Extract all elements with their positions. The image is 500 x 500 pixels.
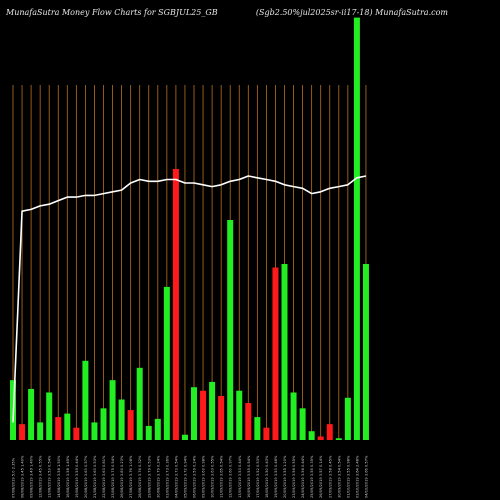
date-label: 07/08/2019 5.0 2.35% bbox=[12, 457, 16, 498]
date-label: 05/09/2019 3.72 0.94% bbox=[183, 455, 187, 498]
date-label: 12/08/2019 3.45 0.55% bbox=[39, 455, 43, 498]
money-flow-bar bbox=[136, 367, 143, 440]
date-label: 10/09/2019 3.63 0.55% bbox=[211, 455, 215, 498]
date-label: 28/08/2019 3.74 0.32% bbox=[138, 455, 142, 498]
date-label: 06/09/2019 3.59 0.24% bbox=[193, 455, 197, 498]
chart-title: MunafaSutra Money Flow Charts for SGBJUL… bbox=[6, 8, 218, 17]
date-label: 30/09/2019 3.54 0.54% bbox=[337, 455, 341, 498]
money-flow-bar bbox=[100, 408, 107, 440]
money-flow-bar bbox=[299, 408, 306, 440]
money-flow-bar bbox=[28, 388, 35, 440]
money-flow-bar bbox=[227, 220, 234, 440]
money-flow-bar bbox=[362, 264, 369, 440]
money-flow-bar bbox=[91, 422, 98, 440]
money-flow-bar bbox=[245, 403, 252, 440]
money-flow-bar bbox=[272, 267, 279, 440]
date-label: 19/08/2019 3.59 0.44% bbox=[75, 455, 79, 498]
date-label: 26/08/2019 3.80 0.23% bbox=[120, 455, 124, 498]
date-label: 13/09/2019 3.53 0.44% bbox=[238, 455, 242, 498]
money-flow-bar bbox=[73, 427, 80, 440]
date-label: 12/09/2019 3.60 0.97% bbox=[229, 455, 233, 498]
date-label: 25/09/2019 3.55 0.35% bbox=[310, 455, 314, 498]
money-flow-bar bbox=[118, 399, 125, 440]
money-flow-bar bbox=[46, 392, 53, 440]
date-label: 01/10/2019 3.55 0.98% bbox=[346, 455, 350, 498]
date-label: 27/09/2019 3.58 0.45% bbox=[328, 455, 332, 498]
vertical-grid bbox=[12, 85, 367, 440]
money-flow-bar bbox=[353, 17, 360, 440]
money-flow-bar bbox=[254, 417, 261, 440]
date-labels: 07/08/2019 5.0 2.35% 08/08/2019 3.45 1.40… bbox=[12, 455, 369, 498]
money-flow-bar bbox=[127, 410, 134, 440]
money-flow-bar bbox=[109, 380, 116, 440]
money-flow-bar bbox=[64, 413, 71, 440]
date-label: 08/08/2019 3.45 1.40% bbox=[21, 455, 25, 498]
money-flow-bar bbox=[163, 286, 170, 440]
date-label: 26/09/2019 3.57 0.14% bbox=[319, 455, 323, 498]
date-label: 22/08/2019 3.63 0.81% bbox=[102, 455, 106, 498]
date-label: 24/09/2019 3.56 0.44% bbox=[301, 455, 305, 498]
money-flow-bar bbox=[154, 418, 161, 440]
date-label: 27/08/2019 3.76 1.08% bbox=[129, 455, 133, 498]
money-flow-bar bbox=[290, 392, 297, 440]
date-label: 30/08/2019 3.79 0.24% bbox=[156, 455, 160, 498]
date-label: 20/08/2019 3.63 0.57% bbox=[84, 455, 88, 498]
money-flow-bar bbox=[145, 425, 152, 440]
money-flow-bar bbox=[308, 431, 315, 440]
chart-subtitle: (Sgb2.50%jul2025sr-ii17-18) MunafaSutra.… bbox=[255, 8, 448, 17]
date-label: 14/08/2019 3.58 1.50% bbox=[57, 455, 61, 498]
money-flow-bar bbox=[326, 424, 333, 440]
money-flow-bar bbox=[335, 438, 342, 440]
money-flow-bar bbox=[236, 390, 243, 440]
date-label: 04/10/2019 3.66 0.57% bbox=[364, 455, 368, 498]
date-label: 09/09/2019 3.60 0.98% bbox=[202, 455, 206, 498]
money-flow-bar bbox=[181, 434, 188, 440]
money-flow-bar bbox=[191, 387, 197, 440]
date-label: 04/09/2019 3.73 0.54% bbox=[174, 455, 178, 498]
money-flow-bar bbox=[19, 424, 26, 440]
date-label: 03/09/2019 3.73 0.36% bbox=[165, 455, 169, 498]
price-line bbox=[12, 175, 367, 423]
money-flow-bar bbox=[281, 264, 288, 440]
date-label: 16/09/2019 3.55 0.54% bbox=[247, 455, 251, 498]
date-label: 11/09/2019 3.65 0.54% bbox=[220, 455, 224, 498]
date-label: 23/09/2019 3.56 0.55% bbox=[292, 455, 296, 498]
date-label: 17/09/2019 3.52 0.53% bbox=[256, 455, 260, 498]
price-line-layer bbox=[12, 175, 367, 423]
date-label: 16/08/2019 3.58 1.45% bbox=[66, 455, 70, 498]
date-label: 20/09/2019 3.55 1.20% bbox=[283, 455, 287, 498]
money-flow-bar bbox=[55, 417, 62, 440]
money-flow-bar bbox=[37, 422, 44, 440]
money-flow-bar bbox=[209, 381, 216, 440]
date-label: 03/10/2019 3.64 2.48% bbox=[355, 455, 359, 498]
money-flow-bar bbox=[172, 168, 179, 440]
money-flow-bar bbox=[263, 427, 270, 440]
date-label: 23/08/2019 3.75 0.54% bbox=[111, 455, 115, 498]
money-flow-bar bbox=[317, 436, 324, 440]
money-flow-bars bbox=[10, 17, 369, 440]
date-label: 09/08/2019 3.49 1.40% bbox=[30, 455, 34, 498]
date-label: 29/08/2019 3.79 0.53% bbox=[147, 455, 151, 498]
money-flow-bar bbox=[344, 397, 351, 440]
date-label: 19/09/2019 3.53 0.48% bbox=[274, 455, 278, 498]
date-label: 21/08/2019 3.63 0.53% bbox=[93, 455, 97, 498]
money-flow-bar bbox=[218, 396, 225, 440]
money-flow-bar bbox=[200, 390, 207, 440]
date-label: 18/09/2019 3.50 0.43% bbox=[265, 455, 269, 498]
date-label: 13/08/2019 3.53 0.54% bbox=[48, 455, 52, 498]
money-flow-bar bbox=[82, 360, 89, 440]
